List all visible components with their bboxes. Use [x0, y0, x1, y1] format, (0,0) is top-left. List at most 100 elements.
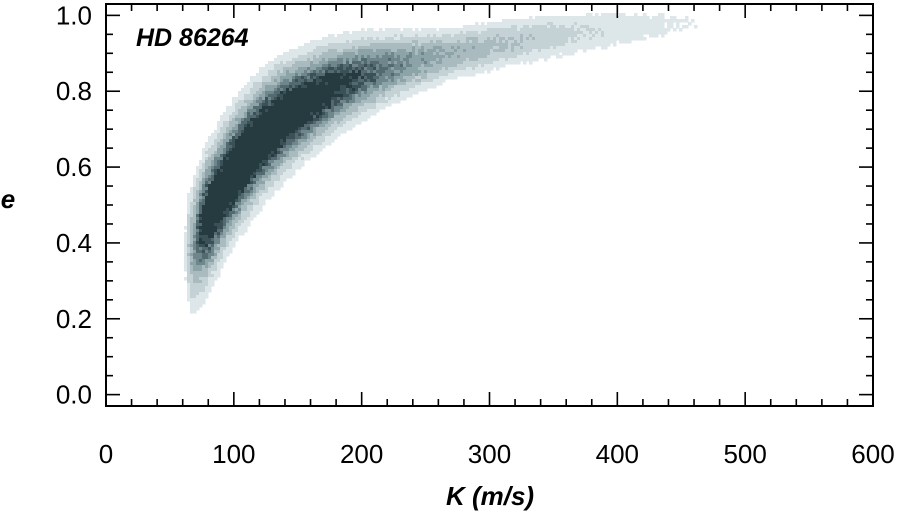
density-cell — [538, 28, 542, 32]
density-cell — [346, 97, 350, 101]
density-cell — [346, 118, 350, 122]
density-cell — [316, 52, 320, 56]
density-cell — [253, 100, 257, 104]
density-cell — [607, 16, 611, 20]
density-cell — [253, 97, 257, 101]
density-cell — [208, 232, 212, 236]
density-cell — [472, 40, 476, 44]
density-cell — [331, 40, 335, 44]
density-cell — [199, 289, 203, 293]
density-cell — [334, 43, 338, 47]
density-cell — [367, 76, 371, 80]
density-cell — [283, 172, 287, 176]
density-cell — [337, 82, 341, 86]
density-cell — [331, 103, 335, 107]
density-cell — [259, 196, 263, 200]
density-cell — [346, 94, 350, 98]
density-cell — [607, 40, 611, 44]
density-cell — [424, 46, 428, 50]
density-cell — [364, 106, 368, 110]
density-cell — [301, 82, 305, 86]
density-cell — [286, 61, 290, 65]
density-cell — [232, 187, 236, 191]
density-cell — [634, 31, 638, 35]
density-cell — [325, 91, 329, 95]
density-cell — [502, 58, 506, 62]
density-cell — [652, 22, 656, 26]
density-cell — [349, 46, 353, 50]
density-cell — [646, 31, 650, 35]
density-cell — [349, 85, 353, 89]
density-cell — [631, 34, 635, 38]
density-cell — [340, 55, 344, 59]
density-cell — [670, 16, 674, 20]
density-cell — [280, 130, 284, 134]
density-cell — [433, 37, 437, 41]
density-cell — [199, 220, 203, 224]
density-cell — [355, 40, 359, 44]
density-cell — [217, 202, 221, 206]
density-cell — [502, 37, 506, 41]
density-cell — [301, 115, 305, 119]
density-cell — [199, 253, 203, 257]
density-cell — [364, 115, 368, 119]
density-cell — [541, 43, 545, 47]
density-cell — [304, 67, 308, 71]
density-cell — [655, 34, 659, 38]
density-cell — [280, 106, 284, 110]
density-cell — [628, 37, 632, 41]
density-cell — [409, 91, 413, 95]
density-cell — [397, 64, 401, 68]
density-cell — [217, 154, 221, 158]
density-cell — [256, 139, 260, 143]
density-cell — [553, 22, 557, 26]
density-cell — [310, 103, 314, 107]
density-cell — [565, 25, 569, 29]
density-cell — [292, 169, 296, 173]
density-cell — [319, 148, 323, 152]
density-cell — [322, 121, 326, 125]
density-cell — [292, 133, 296, 137]
density-cell — [286, 163, 290, 167]
density-cell — [220, 211, 224, 215]
density-cell — [310, 58, 314, 62]
density-cell — [253, 196, 257, 200]
density-cell — [433, 34, 437, 38]
density-cell — [643, 37, 647, 41]
density-cell — [487, 25, 491, 29]
density-cell — [235, 145, 239, 149]
density-cell — [253, 199, 257, 203]
density-cell — [283, 82, 287, 86]
density-cell — [352, 115, 356, 119]
density-cell — [307, 121, 311, 125]
density-cell — [544, 34, 548, 38]
density-cell — [403, 82, 407, 86]
density-cell — [283, 166, 287, 170]
density-cell — [274, 106, 278, 110]
density-cell — [535, 31, 539, 35]
density-cell — [409, 94, 413, 98]
density-cell — [541, 40, 545, 44]
density-cell — [295, 154, 299, 158]
density-cell — [454, 73, 458, 77]
density-cell — [244, 169, 248, 173]
density-cell — [322, 106, 326, 110]
density-cell — [349, 94, 353, 98]
density-cell — [220, 253, 224, 257]
density-cell — [334, 130, 338, 134]
density-cell — [439, 31, 443, 35]
density-cell — [235, 121, 239, 125]
density-cell — [466, 61, 470, 65]
density-cell — [298, 121, 302, 125]
density-cell — [223, 142, 227, 146]
density-cell — [664, 19, 668, 23]
density-cell — [469, 73, 473, 77]
density-cell — [490, 61, 494, 65]
y-tick-label: 0.0 — [56, 380, 92, 410]
density-cell — [454, 43, 458, 47]
density-cell — [214, 208, 218, 212]
density-cell — [505, 28, 509, 32]
density-cell — [634, 37, 638, 41]
density-cell — [238, 121, 242, 125]
density-cell — [241, 229, 245, 233]
